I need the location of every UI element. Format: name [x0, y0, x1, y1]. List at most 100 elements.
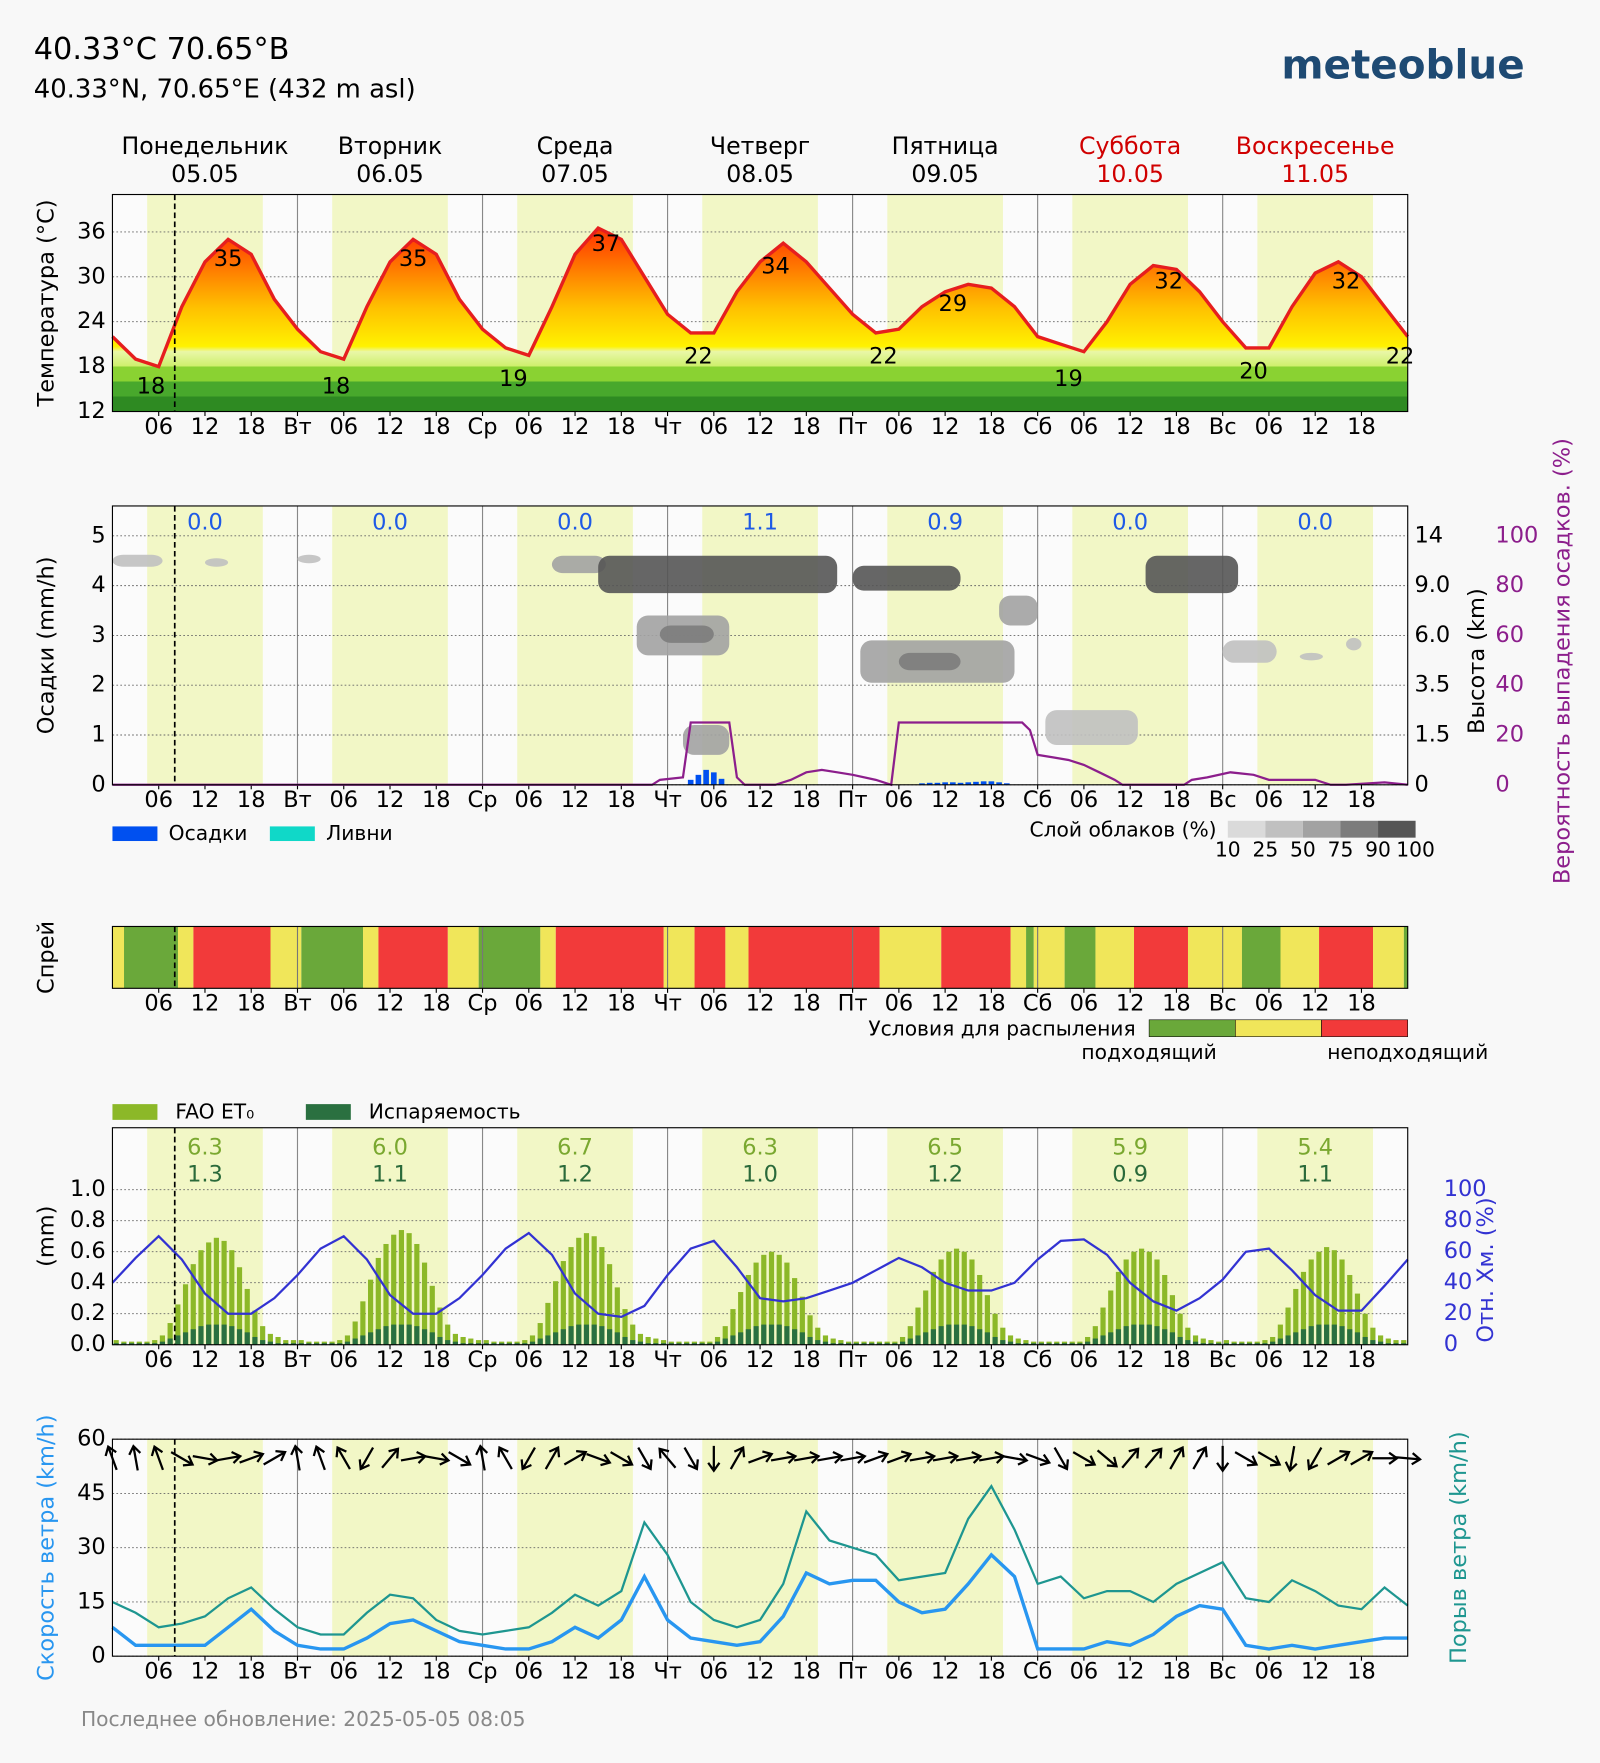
spray-segment	[1064, 926, 1096, 989]
evaporation-bar	[969, 1326, 975, 1345]
wind-arrow	[1257, 1451, 1282, 1467]
x-tick-label: Вт	[283, 1658, 312, 1684]
y-tick-label: 0.0	[70, 1331, 106, 1357]
evaporation-bar	[337, 1343, 343, 1345]
x-tick-label: 18	[1347, 1347, 1376, 1373]
cloud-cell	[204, 558, 229, 567]
evaporation-bar	[1162, 1329, 1168, 1345]
evaporation-bar	[1007, 1335, 1014, 1345]
daily-precipitation: 1.1	[742, 509, 778, 535]
evaporation-bar	[267, 1341, 273, 1345]
evaporation-bar	[236, 1329, 243, 1345]
wind-arrow	[1216, 1445, 1230, 1473]
spray-legend-title: Условия для распыления	[868, 1016, 1135, 1040]
x-tick-label: Пт	[838, 1658, 868, 1684]
evaporation-bar	[1393, 1340, 1399, 1345]
precipitation-bar	[950, 782, 956, 785]
evaporation-bar	[707, 1343, 713, 1345]
cloud-legend-title: Слой облаков (%)	[1030, 817, 1217, 841]
spray-segment	[1280, 926, 1320, 989]
x-tick-label: 12	[191, 1347, 220, 1373]
evaporation-bar	[252, 1310, 258, 1345]
evaporation-bar	[383, 1326, 389, 1345]
x-tick-label: Вс	[1209, 414, 1237, 440]
spray-segment	[540, 926, 556, 989]
evaporation-bar	[437, 1307, 443, 1345]
wind-arrow	[520, 1447, 536, 1471]
y-tick-label: 36	[77, 218, 106, 244]
evaporation-bar	[1285, 1335, 1291, 1345]
evaporation-bar	[838, 1343, 844, 1345]
wind-arrow	[563, 1450, 588, 1466]
x-tick-label: 06	[1070, 1347, 1099, 1373]
y-tick-label: 45	[77, 1480, 106, 1506]
evaporation-bar	[368, 1332, 374, 1345]
evaporation-bar	[206, 1324, 212, 1345]
x-tick-label: 18	[792, 991, 821, 1017]
evaporation-bar	[915, 1335, 921, 1345]
y-tick-label: 12	[77, 398, 106, 424]
x-tick-label: 06	[514, 787, 543, 813]
x-tick-label: 18	[792, 414, 821, 440]
evaporation-bar	[699, 1343, 705, 1345]
precipitation-bar	[687, 779, 694, 785]
x-tick-label: 06	[700, 787, 729, 813]
evaporation-bar	[576, 1237, 582, 1345]
x-tick-label: Вс	[1209, 787, 1237, 813]
evaporation-bar	[722, 1338, 728, 1345]
x-tick-label: Ср	[468, 787, 498, 813]
x-tick-label: 12	[1301, 991, 1330, 1017]
evaporation-bar	[1378, 1341, 1384, 1345]
evaporation-bar	[653, 1343, 659, 1345]
evaporation-bar	[884, 1343, 890, 1345]
cloud-cell	[1299, 652, 1323, 661]
evaporation-bar	[1177, 1313, 1183, 1345]
plot-frame	[111, 925, 1409, 989]
evaporation-bar	[1023, 1343, 1029, 1345]
x-tick-label: 18	[977, 1347, 1006, 1373]
x-tick-label: 18	[1347, 414, 1376, 440]
x-tick-label: 06	[885, 1347, 914, 1373]
evaporation-bar	[1115, 1271, 1122, 1345]
x-tick-label: 12	[746, 1347, 775, 1373]
x-tick-label: Вт	[283, 991, 312, 1017]
x-tick-label: 12	[561, 991, 590, 1017]
x-tick-label: 06	[1070, 1658, 1099, 1684]
evaporation-bar	[907, 1338, 913, 1345]
x-tick-label: 18	[1162, 414, 1191, 440]
evaporation-bar	[198, 1326, 204, 1345]
spray-legend-label: подходящий	[1081, 1040, 1216, 1064]
title: 40.33°C 70.65°B	[34, 32, 290, 67]
x-tick-label: 18	[1162, 1347, 1191, 1373]
x-tick-label: 06	[885, 414, 914, 440]
x-tick-label: 18	[792, 787, 821, 813]
daylight-band	[1257, 1439, 1374, 1657]
height-axis-label: Высота (km)	[1464, 588, 1490, 734]
daily-precipitation: 0.0	[372, 509, 408, 535]
evaporation-bar	[599, 1326, 605, 1345]
evaporation-bar	[1362, 1336, 1368, 1345]
x-tick-label: 12	[1116, 1347, 1145, 1373]
evaporation-bar	[267, 1333, 273, 1345]
evaporation-bar	[977, 1329, 983, 1345]
daylight-band	[517, 1127, 633, 1345]
precipitation-bar	[1003, 783, 1010, 785]
evaporation-bar	[1092, 1326, 1098, 1345]
evaporation-bar	[961, 1251, 967, 1345]
evaporation-bar	[421, 1329, 428, 1345]
x-tick-label: Вт	[283, 414, 312, 440]
evaporation-bar	[329, 1343, 335, 1345]
evaporation-bar	[1185, 1327, 1191, 1345]
spray-segment	[1241, 926, 1281, 989]
y-tick-label: 30	[77, 1534, 106, 1560]
x-tick-label: 06	[514, 414, 543, 440]
evaporation-bar	[483, 1343, 489, 1345]
y-axis-label: Скорость ветра (km/h)	[34, 1414, 60, 1680]
evaporation-bar	[406, 1233, 412, 1345]
x-tick-label: 06	[329, 991, 358, 1017]
spray-segment	[725, 926, 749, 989]
x-tick-label: 12	[191, 1658, 220, 1684]
day-date: 11.05	[1281, 160, 1349, 188]
spray-segment	[270, 926, 302, 989]
probability-tick-label: 60	[1495, 622, 1524, 648]
